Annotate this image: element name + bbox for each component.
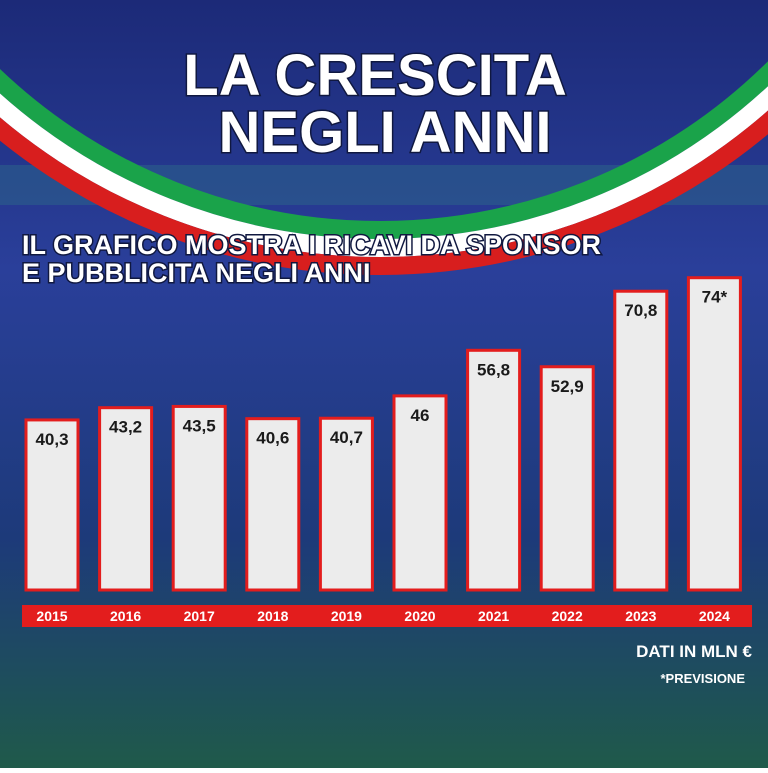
chart-subtitle: IL GRAFICO MOSTRA I RICAVI DA SPONSOR bbox=[22, 230, 601, 260]
value-label: 56,8 bbox=[477, 360, 510, 379]
value-label: 70,8 bbox=[624, 301, 657, 320]
x-tick-label: 2022 bbox=[552, 608, 583, 624]
value-label: 46 bbox=[411, 406, 430, 425]
x-tick-label: 2017 bbox=[184, 608, 215, 624]
x-tick-label: 2023 bbox=[625, 608, 656, 624]
value-label: 52,9 bbox=[551, 377, 584, 396]
bar bbox=[539, 365, 595, 592]
x-tick-label: 2024 bbox=[699, 608, 730, 624]
x-tick-label: 2015 bbox=[36, 608, 67, 624]
bar bbox=[24, 418, 80, 592]
value-label: 74* bbox=[702, 288, 728, 307]
chart-subtitle: E PUBBLICITA NEGLI ANNI bbox=[22, 258, 371, 288]
value-label: 43,5 bbox=[183, 416, 216, 435]
value-label: 40,3 bbox=[35, 430, 68, 449]
x-tick-label: 2019 bbox=[331, 608, 362, 624]
x-axis-strip bbox=[22, 605, 752, 627]
value-label: 43,2 bbox=[109, 418, 142, 437]
unit-note: DATI IN MLN € bbox=[636, 642, 752, 661]
bar bbox=[392, 394, 448, 592]
bar bbox=[245, 417, 301, 592]
x-tick-label: 2021 bbox=[478, 608, 509, 624]
bar bbox=[686, 276, 742, 592]
bar bbox=[466, 348, 522, 592]
footnote: *PREVISIONE bbox=[660, 671, 745, 686]
bar bbox=[98, 406, 154, 592]
value-label: 40,6 bbox=[256, 429, 289, 448]
bar bbox=[613, 289, 669, 592]
chart-title: LA CRESCITA bbox=[183, 43, 566, 108]
bar bbox=[171, 404, 227, 592]
value-label: 40,7 bbox=[330, 428, 363, 447]
x-tick-label: 2018 bbox=[257, 608, 288, 624]
chart-title: NEGLI ANNI bbox=[219, 100, 552, 165]
bar bbox=[318, 416, 374, 592]
x-tick-label: 2016 bbox=[110, 608, 141, 624]
x-tick-label: 2020 bbox=[404, 608, 435, 624]
flag-arcs bbox=[0, 60, 768, 275]
